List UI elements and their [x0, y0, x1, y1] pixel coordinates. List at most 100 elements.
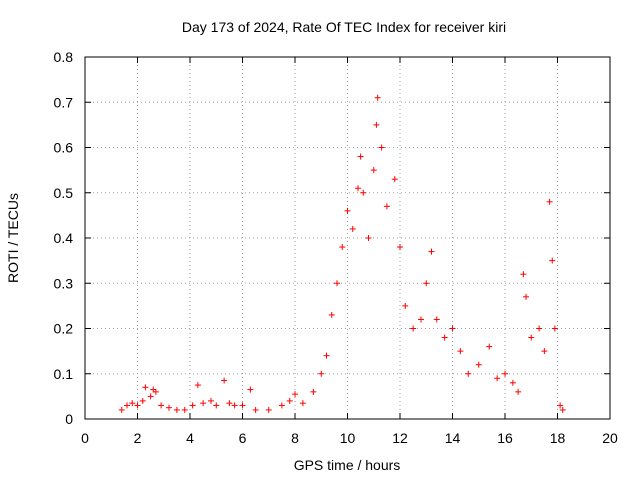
data-point: [292, 391, 298, 398]
data-point: [523, 293, 529, 300]
x-tick-label: 14: [445, 430, 461, 446]
data-point: [344, 207, 351, 214]
y-tick-label: 0.1: [54, 366, 74, 382]
data-point: [299, 400, 306, 407]
y-axis-label: ROTI / TECUs: [5, 193, 21, 283]
data-point: [370, 167, 377, 174]
data-point: [397, 244, 403, 251]
data-point: [208, 397, 214, 404]
data-point: [410, 325, 417, 332]
data-point: [541, 348, 548, 355]
data-point: [142, 384, 149, 391]
data-point: [278, 402, 285, 409]
data-point: [378, 144, 385, 151]
data-point: [509, 379, 516, 386]
data-point: [536, 325, 543, 332]
x-tick-label: 18: [550, 430, 566, 446]
data-point: [194, 382, 201, 389]
data-point: [129, 400, 136, 407]
data-point: [355, 185, 361, 192]
data-point: [515, 388, 522, 395]
data-point: [252, 406, 259, 413]
data-point: [189, 402, 196, 409]
data-point: [457, 348, 464, 355]
x-tick-label: 16: [497, 430, 513, 446]
x-tick-label: 4: [186, 430, 194, 446]
y-tick-label: 0.5: [54, 185, 74, 201]
data-point: [339, 244, 346, 251]
data-point: [383, 203, 390, 210]
data-point: [428, 248, 435, 255]
y-tick-label: 0.6: [54, 140, 74, 156]
data-point: [158, 402, 165, 409]
data-point: [221, 377, 228, 384]
data-point: [310, 388, 317, 395]
data-point: [465, 370, 472, 377]
data-point: [449, 325, 456, 332]
data-point: [374, 94, 381, 101]
data-point: [166, 404, 172, 411]
data-point: [402, 302, 409, 309]
data-point: [181, 406, 188, 413]
data-point: [357, 153, 364, 160]
data-point: [423, 280, 430, 287]
y-tick-label: 0.8: [54, 49, 74, 65]
y-tick-label: 0.3: [54, 275, 74, 291]
data-point: [213, 402, 220, 409]
data-point: [360, 189, 367, 196]
data-point: [551, 325, 558, 332]
data-point: [528, 334, 535, 341]
x-tick-label: 2: [134, 430, 142, 446]
data-point: [475, 361, 482, 368]
data-point: [502, 370, 508, 377]
data-point: [494, 375, 501, 382]
x-tick-label: 8: [291, 430, 299, 446]
data-point: [557, 402, 564, 409]
data-point: [265, 406, 272, 413]
data-point: [559, 406, 566, 413]
data-point: [328, 311, 335, 318]
y-tick-label: 0.4: [54, 230, 74, 246]
chart-title: Day 173 of 2024, Rate Of TEC Index for r…: [182, 19, 506, 35]
x-tick-label: 12: [392, 430, 408, 446]
grid-lines: [85, 57, 610, 419]
x-tick-label: 10: [340, 430, 356, 446]
data-point: [373, 121, 380, 128]
y-tick-label: 0.2: [54, 321, 74, 337]
x-tick-label: 20: [602, 430, 618, 446]
data-point: [226, 400, 233, 407]
data-point: [147, 393, 154, 400]
data-point: [520, 271, 527, 278]
y-tick-label: 0: [65, 411, 73, 427]
data-point: [173, 406, 180, 413]
y-tick-label: 0.7: [54, 94, 74, 110]
data-point: [152, 388, 159, 395]
data-point: [546, 198, 553, 205]
data-point: [318, 370, 325, 377]
data-point: [239, 402, 246, 409]
data-point: [231, 402, 238, 409]
data-points: [118, 94, 566, 413]
data-point: [433, 316, 440, 323]
data-point: [441, 334, 448, 341]
data-point: [286, 397, 293, 404]
data-point: [334, 280, 340, 287]
data-point: [134, 402, 141, 409]
data-point: [139, 397, 146, 404]
x-tick-label: 0: [81, 430, 89, 446]
data-point: [365, 235, 372, 241]
data-point: [118, 406, 125, 413]
data-point: [418, 316, 424, 323]
data-point: [349, 225, 356, 232]
data-point: [200, 400, 207, 407]
data-point: [323, 352, 330, 359]
x-axis-label: GPS time / hours: [294, 457, 401, 473]
data-point: [124, 402, 130, 409]
data-point: [486, 343, 493, 350]
x-tick-label: 6: [239, 430, 247, 446]
axis-ticks: 0 2 4 6 8 10 12 14 16 18 20 0 0.1 0.2 0.3 0.4 0.5 0.6 0.7 0…: [54, 49, 618, 446]
data-point: [391, 176, 398, 183]
data-point: [247, 386, 254, 393]
data-point: [549, 257, 556, 264]
